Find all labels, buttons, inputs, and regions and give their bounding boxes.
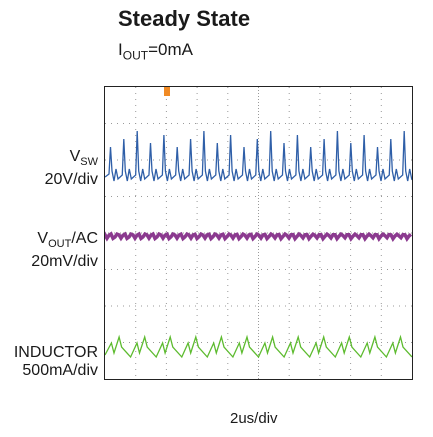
scope-plot (105, 87, 412, 379)
scope-screen (104, 86, 413, 380)
series-inductor-trace (105, 334, 412, 359)
series-vsw-trace (105, 130, 412, 182)
x-axis-scale-label: 2us/div (230, 410, 278, 427)
channel-label-vsw: VSW 20V/div (44, 148, 98, 189)
trigger-marker (164, 87, 170, 96)
channel-label-vout: VOUT/AC 20mV/div (31, 230, 98, 271)
series-vout-trace (105, 231, 412, 242)
chart-subtitle: IOUT=0mA (118, 40, 193, 63)
channel-label-inductor: INDUCTOR 500mA/div (13, 344, 98, 379)
chart-title: Steady State (118, 6, 251, 31)
